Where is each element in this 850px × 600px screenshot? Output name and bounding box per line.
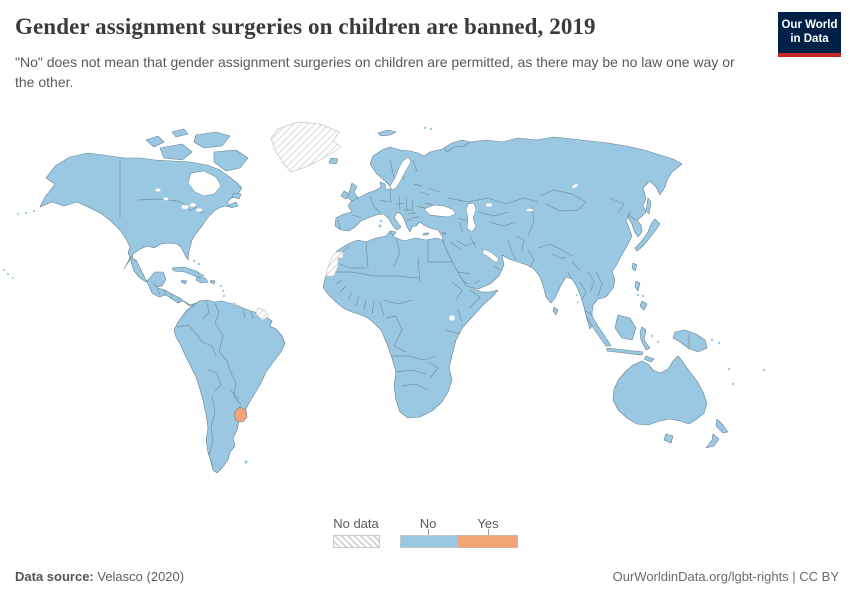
country-western-sahara-no-data[interactable] bbox=[325, 251, 344, 277]
legend-label-yes: Yes bbox=[477, 516, 499, 531]
region-africa[interactable] bbox=[322, 230, 499, 419]
owid-logo[interactable]: Our World in Data bbox=[778, 12, 841, 57]
owid-logo-line1: Our World bbox=[781, 19, 838, 31]
region-eurasia[interactable] bbox=[334, 136, 683, 330]
islands[interactable] bbox=[2, 126, 766, 464]
page-title: Gender assignment surgeries on children … bbox=[15, 14, 596, 39]
data-source: Data source: Velasco (2020) bbox=[15, 569, 184, 584]
legend-swatch-yes[interactable] bbox=[458, 535, 518, 548]
inland-seas bbox=[155, 156, 578, 321]
country-french-guiana-no-data[interactable] bbox=[255, 307, 269, 321]
data-source-value: Velasco (2020) bbox=[93, 569, 185, 584]
legend-swatch-no-data[interactable] bbox=[333, 535, 380, 548]
chart-subtitle: "No" does not mean that gender assignmen… bbox=[15, 54, 735, 91]
legend-label-no: No bbox=[419, 516, 437, 531]
region-north-america[interactable] bbox=[39, 152, 243, 309]
legend-label-no-data: No data bbox=[333, 516, 379, 531]
data-source-label: Data source: bbox=[15, 569, 94, 584]
region-south-america[interactable] bbox=[173, 299, 286, 474]
credit-link[interactable]: OurWorldinData.org/lgbt-rights | CC BY bbox=[612, 569, 839, 584]
owid-logo-line2: in Data bbox=[790, 32, 829, 45]
country-greenland-no-data[interactable] bbox=[270, 121, 342, 173]
country-uruguay-yes[interactable] bbox=[233, 406, 248, 423]
region-australia[interactable] bbox=[612, 355, 708, 426]
legend-swatch-no[interactable] bbox=[400, 535, 458, 548]
